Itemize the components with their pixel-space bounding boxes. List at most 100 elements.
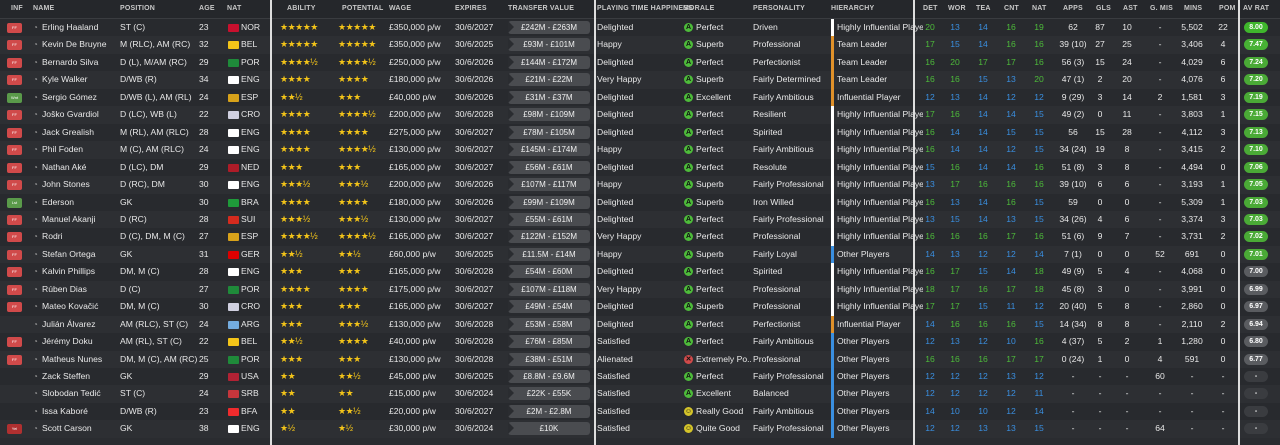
- table-row[interactable]: FF ◔ Jack Grealish M (RL), AM (RLC) 28 ENG ★★★…: [0, 123, 1280, 142]
- table-row[interactable]: Wnt ◔ Sergio Gómez D/WB (L), AM (RL) 24 ESP ★★…: [0, 88, 1280, 107]
- info-badge[interactable]: FF: [7, 354, 22, 365]
- info-badge[interactable]: Yel: [7, 424, 22, 435]
- transfer-value-pill[interactable]: £242M - £263M: [508, 21, 590, 34]
- column-header-mins[interactable]: MINS: [1184, 5, 1203, 12]
- column-header-transfer[interactable]: TRANSFER VALUE: [508, 5, 575, 12]
- column-header-potential[interactable]: POTENTIAL: [342, 5, 384, 12]
- table-row[interactable]: FF ◔ Manuel Akanji D (RC) 28 SUI ★★★½ ★★★½ £130,…: [0, 210, 1280, 229]
- cell-potential: ★★★: [338, 266, 361, 277]
- transfer-value-pill[interactable]: £21M - £22M: [508, 73, 590, 87]
- info-badge[interactable]: FF: [7, 127, 22, 138]
- table-row[interactable]: FF ◔ Jérémy Doku AM (RL), ST (C) 22 BEL ★★½ ★★★…: [0, 333, 1280, 351]
- transfer-value-pill[interactable]: £98M - £109M: [508, 108, 590, 122]
- table-row[interactable]: Yel ◔ Scott Carson GK 38 ENG ★½ ★½ £30,000 p/w 30…: [0, 420, 1280, 438]
- table-row[interactable]: FF ◔ Stefan Ortega GK 31 GER ★★½ ★★½ £60,000 p/w…: [0, 245, 1280, 264]
- column-header-ability[interactable]: ABILITY: [287, 5, 316, 12]
- info-badge[interactable]: FF: [7, 23, 22, 33]
- transfer-value-pill[interactable]: £56M - £61M: [508, 160, 590, 174]
- column-header-name[interactable]: NAME: [33, 5, 55, 12]
- column-header-apps[interactable]: APPS: [1063, 5, 1083, 12]
- transfer-value-pill[interactable]: £49M - £54M: [508, 300, 590, 314]
- column-header-pom[interactable]: POM: [1219, 5, 1236, 12]
- info-badge[interactable]: FF: [7, 302, 22, 313]
- table-row[interactable]: ◔ Julián Álvarez AM (RLC), ST (C) 24 ARG ★★★ ★…: [0, 315, 1280, 334]
- cell-position: M (RL), AM (RLC): [120, 126, 189, 137]
- column-divider[interactable]: [594, 0, 596, 445]
- column-header-tea[interactable]: TEA: [976, 5, 991, 12]
- transfer-value-pill[interactable]: £122M - £152M: [508, 230, 590, 244]
- transfer-value-pill[interactable]: £78M - £105M: [508, 125, 590, 139]
- info-badge[interactable]: FF: [7, 145, 22, 156]
- column-header-gmis[interactable]: G. MIS: [1150, 5, 1173, 12]
- info-badge[interactable]: FF: [7, 214, 22, 225]
- column-header-morale[interactable]: MORALE: [683, 5, 715, 12]
- info-badge[interactable]: FF: [7, 57, 22, 68]
- transfer-value-pill[interactable]: £76M - £85M: [508, 335, 590, 349]
- column-header-ast[interactable]: AST: [1123, 5, 1138, 12]
- info-badge[interactable]: FF: [7, 337, 22, 348]
- transfer-value-pill[interactable]: £11.5M - £14M: [508, 247, 590, 261]
- transfer-value-pill[interactable]: £93M - £101M: [508, 38, 590, 52]
- transfer-value-pill[interactable]: £107M - £117M: [508, 178, 590, 192]
- transfer-value-pill[interactable]: £22K - £55K: [508, 387, 590, 401]
- transfer-value-pill[interactable]: £107M - £118M: [508, 282, 590, 296]
- column-header-wor[interactable]: WOR: [948, 5, 966, 12]
- table-row[interactable]: ◔ Issa Kaboré D/WB (R) 23 BFA ★★ ★★½ £20,000 p/…: [0, 402, 1280, 421]
- column-header-cnt[interactable]: CNT: [1004, 5, 1019, 12]
- column-header-wage[interactable]: WAGE: [389, 5, 412, 12]
- table-row[interactable]: FF ◔ Kevin De Bruyne M (RLC), AM (RC) 32 BEL ★…: [0, 36, 1280, 54]
- column-header-position[interactable]: POSITION: [120, 5, 156, 12]
- transfer-value-pill[interactable]: £54M - £60M: [508, 265, 590, 279]
- table-row[interactable]: FF ◔ Matheus Nunes DM, M (C), AM (RC) 25 POR ★…: [0, 350, 1280, 369]
- table-row[interactable]: FF ◔ Kalvin Phillips DM, M (C) 28 ENG ★★★ ★★★ £1…: [0, 263, 1280, 281]
- column-header-pth[interactable]: PLAYING TIME HAPPINESS: [597, 5, 693, 12]
- info-badge[interactable]: FF: [7, 249, 22, 260]
- transfer-value-pill[interactable]: £10K: [508, 422, 590, 436]
- table-row[interactable]: FF ◔ Erling Haaland ST (C) 23 NOR ★★★★★ ★★★★★ £3…: [0, 19, 1280, 37]
- transfer-value-pill[interactable]: £38M - £51M: [508, 352, 590, 366]
- info-badge[interactable]: Lst: [7, 197, 22, 208]
- info-badge[interactable]: FF: [7, 110, 22, 121]
- column-header-hierarchy[interactable]: HIERARCHY: [831, 5, 875, 12]
- transfer-value-pill[interactable]: £53M - £58M: [508, 317, 590, 331]
- column-header-avrat[interactable]: AV RAT: [1243, 5, 1270, 12]
- info-badge[interactable]: FF: [7, 180, 22, 191]
- column-header-gls[interactable]: GLS: [1096, 5, 1111, 12]
- info-badge[interactable]: FF: [7, 232, 22, 243]
- table-row[interactable]: FF ◔ John Stones D (RC), DM 30 ENG ★★★½ ★★★½ £20…: [0, 176, 1280, 194]
- info-badge[interactable]: FF: [7, 267, 22, 278]
- column-header-det[interactable]: DET: [923, 5, 938, 12]
- info-badge[interactable]: FF: [7, 75, 22, 86]
- info-badge[interactable]: FF: [7, 284, 22, 295]
- column-divider[interactable]: [270, 0, 272, 445]
- column-header-natm[interactable]: NAT: [1032, 5, 1047, 12]
- table-row[interactable]: ◔ Slobodan Tedić ST (C) 24 SRB ★★ ★★ £15,000 p/…: [0, 385, 1280, 403]
- transfer-value-pill[interactable]: £8.8M - £9.6M: [508, 370, 590, 383]
- table-row[interactable]: FF ◔ Nathan Aké D (LC), DM 29 NED ★★★ ★★★ £165,0…: [0, 158, 1280, 177]
- column-header-nat[interactable]: NAT: [227, 5, 242, 12]
- info-badge[interactable]: FF: [7, 40, 22, 51]
- column-divider[interactable]: [913, 0, 915, 445]
- transfer-value-pill[interactable]: £145M - £174M: [508, 143, 590, 157]
- column-header-age[interactable]: AGE: [199, 5, 215, 12]
- column-header-personality[interactable]: PERSONALITY: [753, 5, 805, 12]
- info-badge[interactable]: Wnt: [7, 92, 22, 103]
- info-badge[interactable]: FF: [7, 162, 22, 173]
- transfer-value-pill[interactable]: £31M - £37M: [508, 90, 590, 104]
- table-row[interactable]: ◔ Zack Steffen GK 29 USA ★★ ★★½ £45,000 p/w 30/6…: [0, 368, 1280, 386]
- column-divider[interactable]: [1238, 0, 1240, 445]
- column-header-expires[interactable]: EXPIRES: [455, 5, 487, 12]
- table-row[interactable]: FF ◔ Joško Gvardiol D (LC), WB (L) 22 CRO ★★★★…: [0, 106, 1280, 124]
- table-row[interactable]: FF ◔ Rúben Dias D (C) 27 POR ★★★★ ★★★★ £175,000 …: [0, 280, 1280, 299]
- transfer-value-pill[interactable]: £99M - £109M: [508, 195, 590, 209]
- table-row[interactable]: Lst ◔ Ederson GK 30 BRA ★★★★ ★★★★ £180,000 p/w 30…: [0, 193, 1280, 211]
- transfer-value-pill[interactable]: £55M - £61M: [508, 212, 590, 226]
- transfer-value-pill[interactable]: £2M - £2.8M: [508, 404, 590, 418]
- table-row[interactable]: FF ◔ Bernardo Silva D (L), M/AM (RC) 29 POR ★★…: [0, 53, 1280, 72]
- table-row[interactable]: FF ◔ Mateo Kovačić DM, M (C) 30 CRO ★★★ ★★★ £165…: [0, 298, 1280, 316]
- column-header-inf[interactable]: INF: [11, 5, 23, 12]
- table-row[interactable]: FF ◔ Phil Foden M (C), AM (RLC) 24 ENG ★★★★ ★★★…: [0, 141, 1280, 159]
- table-row[interactable]: FF ◔ Rodri D (C), DM, M (C) 27 ESP ★★★★½ ★★★★½ £…: [0, 228, 1280, 246]
- transfer-value-pill[interactable]: £144M - £172M: [508, 55, 590, 69]
- table-row[interactable]: FF ◔ Kyle Walker D/WB (R) 34 ENG ★★★★ ★★★★ £180,…: [0, 71, 1280, 89]
